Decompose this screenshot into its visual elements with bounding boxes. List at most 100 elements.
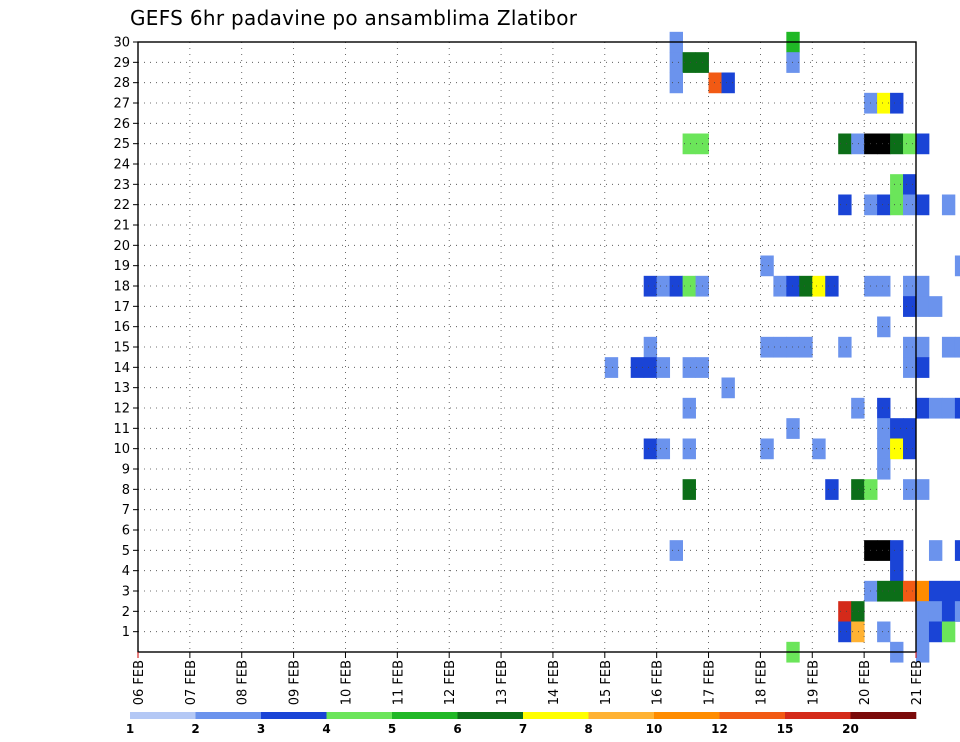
heatmap-cell	[890, 540, 904, 561]
x-tick-label: 13 FEB	[495, 660, 510, 705]
colorbar-label: 7	[519, 722, 527, 736]
y-tick-label: 24	[113, 158, 130, 173]
heatmap-cell	[928, 621, 943, 643]
colorbar-segment	[785, 712, 851, 719]
heatmap-cell	[682, 479, 696, 500]
heatmap-cell	[643, 438, 658, 460]
heatmap-cell	[838, 133, 852, 155]
heatmap-cell	[851, 397, 865, 419]
colorbar-segment	[588, 712, 655, 719]
y-tick-label: 6	[122, 524, 130, 539]
heatmap-cell	[877, 316, 891, 338]
x-tick-label: 10 FEB	[339, 660, 354, 705]
heatmap-cell	[682, 357, 696, 378]
heatmap-cell	[760, 336, 774, 358]
colorbar-label: 4	[322, 722, 330, 736]
heatmap-cell	[877, 92, 891, 114]
heatmap-cell	[838, 194, 852, 216]
colorbar-label: 1	[126, 722, 134, 736]
colorbar-label: 8	[584, 722, 592, 736]
heatmap-cell	[916, 357, 930, 378]
heatmap-cell	[916, 133, 930, 155]
y-tick-label: 3	[122, 585, 130, 600]
x-tick-label: 12 FEB	[443, 660, 458, 705]
heatmap-cell	[890, 92, 904, 114]
heatmap-cell	[903, 133, 917, 155]
heatmap-cell	[851, 133, 865, 155]
heatmap-cell	[786, 275, 800, 297]
y-tick-label: 26	[113, 117, 130, 132]
colorbar-segment	[719, 712, 786, 719]
heatmap-cell	[825, 479, 839, 500]
heatmap-cell	[877, 580, 891, 602]
heatmap-cell	[630, 357, 645, 378]
heatmap-cell	[954, 397, 960, 419]
heatmap-cell	[877, 540, 891, 561]
colorbar-segment	[195, 712, 262, 719]
heatmap-cell	[916, 336, 930, 358]
heatmap-cell	[916, 296, 930, 317]
heatmap-cell	[890, 580, 904, 602]
heatmap-cell	[851, 479, 865, 500]
x-tick-label: 17 FEB	[703, 660, 718, 705]
y-tick-label: 2	[122, 605, 130, 620]
colorbar-segment	[326, 712, 393, 719]
heatmap-cell	[682, 133, 696, 155]
heatmap-cell	[903, 174, 917, 195]
y-tick-label: 27	[113, 97, 130, 112]
heatmap-cell	[669, 275, 683, 297]
x-tick-label: 09 FEB	[288, 660, 303, 705]
x-tick-label: 21 FEB	[910, 660, 925, 705]
heatmap-cell	[890, 194, 904, 216]
heatmap-cell	[916, 194, 930, 216]
heatmap-cell	[838, 601, 852, 622]
y-axis: 1234567891011121314151617181920212223242…	[113, 36, 138, 640]
heatmap-cell	[877, 438, 891, 460]
heatmap-cell	[916, 641, 930, 663]
y-tick-label: 4	[122, 564, 130, 579]
heatmap-cell	[656, 357, 671, 378]
heatmap-cell	[799, 275, 813, 297]
heatmap-cell	[760, 438, 774, 460]
y-tick-label: 14	[113, 361, 130, 376]
heatmap-cell	[604, 357, 619, 378]
x-axis: 06 FEB 07 FEB 08 FEB 09 FEB 10 FEB 11 FEB 12 F…	[132, 652, 925, 705]
heatmap-cell	[682, 397, 696, 419]
y-tick-label: 22	[113, 198, 130, 213]
y-tick-label: 11	[113, 422, 130, 437]
heatmap-cell	[877, 458, 891, 480]
y-tick-label: 13	[113, 381, 130, 396]
y-tick-label: 18	[113, 280, 130, 295]
heatmap-cell	[916, 275, 930, 297]
heatmap-cell	[877, 275, 891, 297]
y-tick-label: 25	[113, 137, 130, 152]
colorbar-label: 5	[388, 722, 396, 736]
heatmap-cell	[890, 133, 904, 155]
colorbar-label: 10	[646, 722, 663, 736]
colorbar-label: 6	[453, 722, 461, 736]
heatmap-cell	[786, 52, 800, 73]
heatmap-cell	[877, 133, 891, 155]
y-tick-label: 5	[122, 544, 130, 559]
heatmap-cell	[890, 560, 904, 582]
heatmap-cell	[812, 438, 826, 460]
x-tick-label: 06 FEB	[132, 660, 147, 705]
x-tick-label: 20 FEB	[858, 660, 873, 705]
y-tick-label: 28	[113, 76, 130, 91]
heatmap-cell	[656, 275, 671, 297]
heatmap-cell	[928, 540, 943, 561]
y-tick-label: 8	[122, 483, 130, 498]
heatmap-cell	[941, 621, 956, 643]
x-tick-label: 11 FEB	[391, 660, 406, 705]
heatmap-cell	[877, 621, 891, 643]
heatmap-cell	[760, 255, 774, 277]
heatmap-cell	[877, 194, 891, 216]
heatmap-cell	[954, 336, 960, 358]
heatmap-cell	[954, 580, 960, 602]
heatmap-cell	[954, 540, 960, 561]
heatmap-cell	[825, 275, 839, 297]
cells-layer	[604, 31, 960, 663]
heatmap-cell	[669, 540, 683, 561]
y-tick-label: 29	[113, 56, 130, 71]
heatmap-cell	[708, 72, 722, 94]
